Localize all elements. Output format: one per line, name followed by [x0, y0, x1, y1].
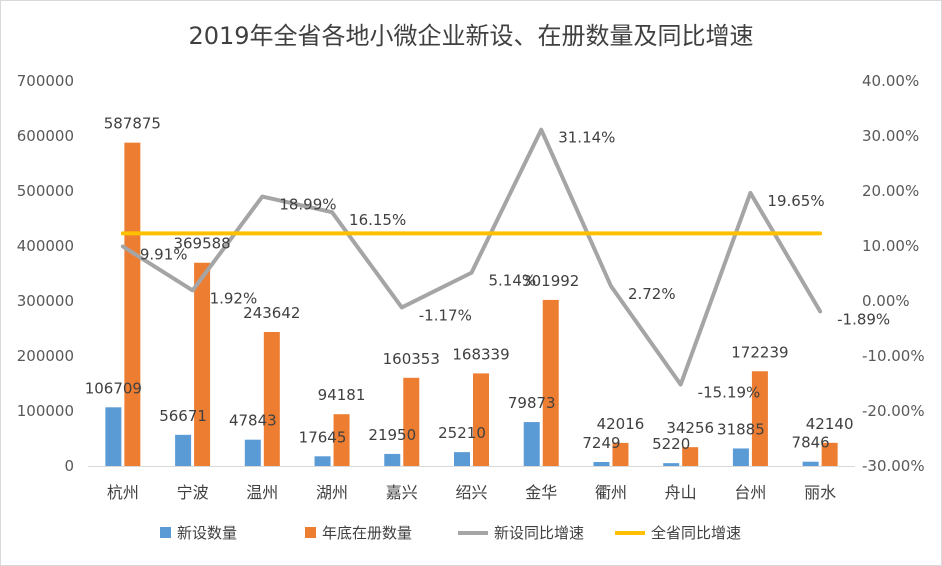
x-axis-category-label: 金华 — [525, 483, 557, 502]
bar-registered — [612, 442, 629, 466]
right-axis-tick-label: -10.00% — [862, 347, 925, 365]
x-axis-category-label: 温州 — [246, 483, 278, 502]
data-label-registered: 42140 — [806, 415, 854, 433]
chart-title: 2019年全省各地小微企业新设、在册数量及同比增速 — [188, 22, 754, 50]
data-label-growth: -15.19% — [698, 384, 761, 402]
left-axis-tick-label: 200000 — [17, 347, 74, 365]
right-axis-tick-label: 40.00% — [862, 72, 919, 90]
data-label-registered: 369588 — [173, 235, 230, 253]
right-axis-tick-label: 20.00% — [862, 182, 919, 200]
data-label-registered: 160353 — [383, 350, 440, 368]
bar-series — [105, 142, 838, 466]
data-label-new: 17645 — [299, 428, 347, 446]
data-label-registered: 42016 — [597, 415, 645, 433]
x-axis-category-label: 绍兴 — [455, 483, 487, 502]
x-axis-category-label: 衢州 — [595, 483, 627, 502]
bar-new — [314, 456, 331, 466]
x-axis: 杭州 宁波 温州 湖州 嘉兴 绍兴 金华 衢州 舟山 台州 丽水 — [88, 466, 855, 502]
bar-new — [454, 452, 470, 466]
data-label-growth: 18.99% — [279, 196, 336, 214]
data-label-new: 56671 — [159, 407, 207, 425]
bar-new — [105, 407, 122, 466]
x-axis-category-label: 嘉兴 — [386, 483, 418, 502]
data-label-growth: 9.91% — [140, 245, 188, 263]
right-axis-tick-label: 10.00% — [862, 237, 919, 255]
bar-registered — [821, 442, 838, 466]
x-axis-category-label: 舟山 — [665, 483, 697, 502]
bar-new — [802, 461, 819, 466]
data-label-registered: 243642 — [243, 304, 300, 322]
x-axis-category-label: 台州 — [734, 483, 766, 502]
data-labels: 106709 56671 47843 17645 21950 25210 79873 7249… — [85, 115, 890, 453]
data-label-registered: 34256 — [666, 419, 714, 437]
left-axis-tick-label: 700000 — [17, 72, 74, 90]
data-label-growth: 2.72% — [628, 285, 676, 303]
bar-new — [663, 463, 680, 466]
left-axis-tick-label: 600000 — [17, 127, 74, 145]
data-label-registered: 94181 — [318, 386, 366, 404]
legend-swatch-bar — [305, 527, 316, 538]
data-label-new: 47843 — [229, 412, 277, 430]
left-axis-tick-label: 500000 — [17, 182, 74, 200]
x-axis-category-label: 丽水 — [804, 483, 836, 502]
legend-label: 年底在册数量 — [322, 524, 412, 542]
data-label-registered: 168339 — [452, 345, 509, 363]
data-label-registered: 587875 — [104, 115, 161, 133]
bar-new — [384, 453, 401, 466]
x-axis-category-label: 宁波 — [177, 483, 209, 502]
data-label-growth: -1.17% — [419, 306, 472, 324]
right-axis: -30.00% -20.00% -10.00% 0.00% 10.00% 20.00% 30… — [862, 72, 925, 475]
bar-registered — [542, 299, 559, 466]
bar-new — [175, 434, 192, 466]
right-axis-tick-label: -20.00% — [862, 402, 925, 420]
data-label-growth: 19.65% — [767, 192, 824, 210]
data-label-growth: 31.14% — [558, 129, 615, 147]
bar-registered — [333, 414, 350, 466]
legend-label: 新设数量 — [177, 524, 237, 542]
bar-registered — [751, 371, 768, 466]
legend: 新设数量 年底在册数量 新设同比增速 全省同比增速 — [160, 524, 741, 542]
bar-registered — [403, 377, 420, 466]
data-label-new: 79873 — [508, 394, 556, 412]
bar-registered — [682, 447, 699, 466]
bar-new — [244, 439, 261, 466]
data-label-growth: 1.92% — [210, 289, 258, 307]
data-label-registered: 172239 — [731, 343, 788, 361]
data-label-new: 7846 — [792, 434, 830, 452]
left-axis-tick-label: 100000 — [17, 402, 74, 420]
left-axis-tick-label: 300000 — [17, 292, 74, 310]
legend-swatch-bar — [160, 527, 171, 538]
right-axis-tick-label: 30.00% — [862, 127, 919, 145]
line-new-growth — [120, 127, 823, 387]
bar-registered — [194, 262, 211, 466]
data-label-new: 21950 — [368, 426, 416, 444]
left-axis-tick-label: 400000 — [17, 237, 74, 255]
left-axis-tick-label: 0 — [64, 457, 74, 475]
data-label-new: 7249 — [582, 434, 620, 452]
bar-new — [523, 422, 540, 466]
bar-registered — [473, 373, 489, 466]
data-label-registered: 301992 — [522, 272, 579, 290]
data-label-new: 31885 — [717, 420, 765, 438]
data-label-growth: 16.15% — [349, 211, 406, 229]
right-axis-tick-label: -30.00% — [862, 457, 925, 475]
left-axis: 0 100000 200000 300000 400000 500000 600000 700… — [17, 72, 74, 475]
bar-new — [732, 448, 749, 466]
data-label-new: 5220 — [652, 435, 690, 453]
data-label-growth: -1.89% — [837, 310, 890, 328]
line-series — [120, 127, 823, 387]
data-label-new: 106709 — [85, 379, 142, 397]
x-axis-category-label: 湖州 — [316, 483, 348, 502]
bar-registered — [263, 331, 280, 466]
legend-label: 新设同比增速 — [494, 524, 584, 542]
x-axis-category-label: 杭州 — [107, 483, 139, 502]
legend-label: 全省同比增速 — [651, 524, 741, 542]
bar-registered — [124, 142, 141, 466]
right-axis-tick-label: 0.00% — [862, 292, 910, 310]
bar-new — [593, 462, 610, 466]
data-label-new: 25210 — [438, 424, 486, 442]
data-label-growth: 5.14% — [489, 272, 537, 290]
